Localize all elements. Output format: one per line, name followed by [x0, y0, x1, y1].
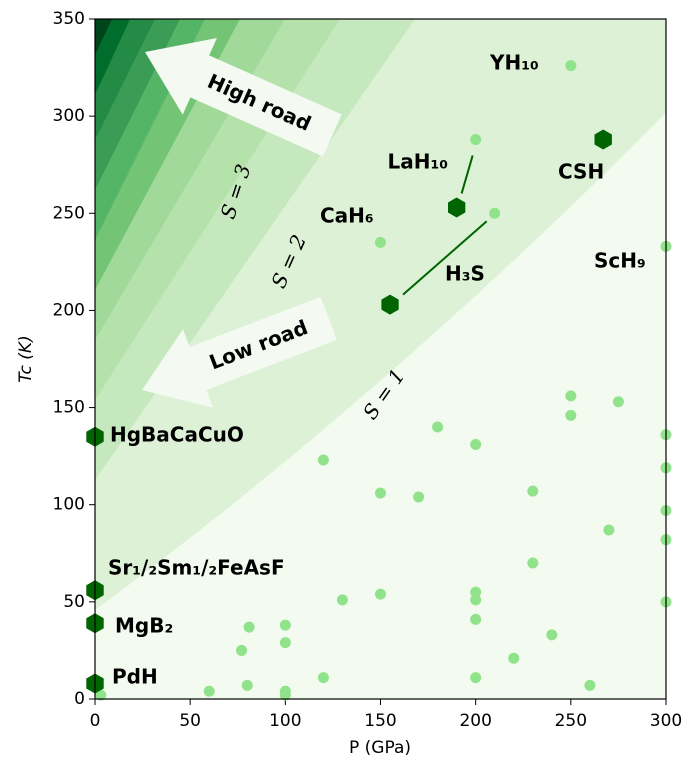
hexagon-point — [594, 129, 612, 150]
x-tick-label: 300 — [650, 711, 682, 731]
point — [565, 60, 577, 72]
point — [317, 454, 329, 466]
point — [527, 485, 539, 497]
point — [413, 491, 425, 503]
point — [236, 644, 248, 656]
y-axis-label: Tc (K) — [16, 335, 36, 382]
point-label: HgBaCaCuO — [110, 423, 244, 447]
y-tick-label: 250 — [53, 203, 85, 223]
point — [565, 409, 577, 421]
point — [336, 594, 348, 606]
point — [470, 586, 482, 598]
hexagon-point — [381, 294, 399, 315]
point-label: MgB₂ — [115, 614, 173, 638]
point-label: ScH₉ — [594, 249, 646, 273]
connector — [460, 155, 474, 194]
point — [470, 594, 482, 606]
point — [612, 396, 624, 408]
point-label: CaH₆ — [320, 204, 374, 228]
arrow-shape — [145, 38, 342, 157]
y-tick-label: 300 — [53, 106, 85, 126]
point — [470, 613, 482, 625]
point — [241, 679, 253, 691]
point-label: PdH — [112, 665, 158, 689]
connector — [402, 220, 488, 296]
point — [584, 679, 596, 691]
point — [527, 557, 539, 569]
y-tick-label: 0 — [74, 689, 85, 709]
point — [565, 390, 577, 402]
plot-frame — [94, 18, 667, 700]
hexagon-point — [448, 197, 466, 218]
point — [546, 629, 558, 641]
x-tick-label: 50 — [179, 711, 201, 731]
y-tick-label: 150 — [53, 398, 85, 418]
point — [508, 652, 520, 664]
x-axis-label: P (GPa) — [349, 738, 411, 758]
point-label: CSH — [558, 160, 604, 184]
contour-region — [95, 19, 112, 55]
point — [375, 487, 386, 499]
point-label: YH₁₀ — [489, 51, 539, 75]
point — [317, 672, 329, 684]
point-label: H₃S — [445, 262, 485, 286]
point — [603, 524, 615, 536]
point — [489, 207, 501, 219]
point — [375, 236, 386, 248]
point — [279, 689, 291, 701]
x-tick-label: 200 — [459, 711, 491, 731]
x-tick-label: 250 — [555, 711, 587, 731]
arrow-shape — [142, 296, 337, 408]
point — [375, 588, 386, 600]
x-tick-label: 100 — [269, 711, 301, 731]
contour-region — [95, 19, 130, 95]
point — [203, 685, 215, 697]
x-tick-label: 0 — [90, 711, 101, 731]
point — [279, 619, 291, 631]
point — [470, 672, 482, 684]
point — [243, 621, 255, 633]
point — [279, 637, 291, 649]
point-label: LaH₁₀ — [388, 150, 449, 174]
y-tick-label: 200 — [53, 300, 85, 320]
y-tick-label: 100 — [53, 495, 85, 515]
point — [470, 133, 482, 145]
point — [470, 438, 482, 450]
point — [95, 689, 107, 701]
y-tick-label: 350 — [53, 9, 85, 29]
y-tick-label: 50 — [63, 592, 85, 612]
x-tick-label: 150 — [364, 711, 396, 731]
plot: 0 50 100 150 200 250 300 0 50 100 150 200 250 300 350 H… — [53, 9, 683, 731]
point — [432, 421, 444, 433]
point-label: Sr₁/₂Sm₁/₂FeAsF — [108, 556, 285, 580]
